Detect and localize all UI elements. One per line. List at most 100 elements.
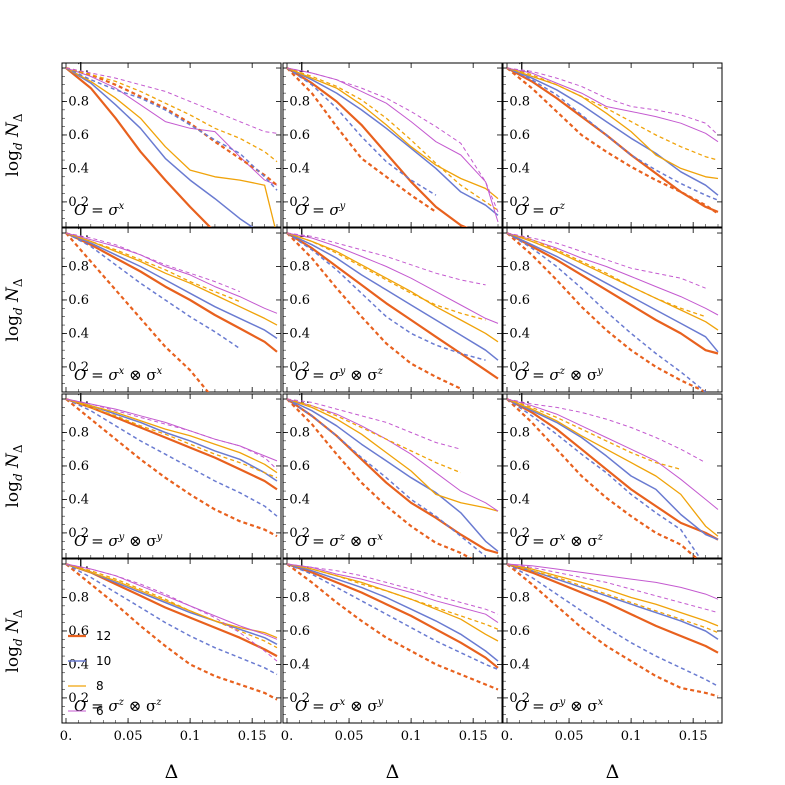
x-tick-label: 0.1 bbox=[401, 729, 422, 744]
y-tick-label: 0.4 bbox=[509, 326, 530, 341]
series-line-10-dashed bbox=[65, 563, 278, 676]
y-tick-label: 0.2 bbox=[509, 691, 530, 706]
legend-entry-6: 6 bbox=[68, 704, 104, 718]
series-line-12-solid bbox=[65, 562, 278, 658]
x-tick-label: 0.05 bbox=[555, 729, 584, 744]
series-line-6-dashed bbox=[65, 563, 278, 662]
series-line-6-solid bbox=[286, 232, 499, 324]
y-tick-label: 0.6 bbox=[509, 293, 530, 308]
series-line-12-solid bbox=[65, 67, 212, 227]
y-tick-label: 0.2 bbox=[289, 360, 310, 375]
series-line-6-solid bbox=[65, 67, 278, 186]
series-line-10-solid bbox=[65, 67, 254, 227]
panel-label: O = σy ⊗ σz bbox=[295, 366, 384, 384]
legend-label: 8 bbox=[96, 679, 104, 693]
y-tick-label: 0.8 bbox=[289, 259, 310, 274]
series-line-10-dashed bbox=[65, 67, 278, 191]
y-tick-label: 0.6 bbox=[68, 293, 89, 308]
series-line-6-solid bbox=[286, 398, 499, 512]
series-line-6-solid bbox=[65, 232, 278, 314]
y-tick-label: 0.8 bbox=[68, 259, 89, 274]
y-tick-label: 0.2 bbox=[289, 691, 310, 706]
y-tick-label: 0.2 bbox=[289, 526, 310, 541]
series-line-6-dashed bbox=[65, 398, 278, 470]
y-tick-label: 0.4 bbox=[289, 657, 310, 672]
series-line-12-dashed bbox=[506, 398, 698, 558]
series-line-12-solid bbox=[506, 398, 719, 541]
series-line-8-dashed bbox=[65, 232, 241, 303]
series-line-10-solid bbox=[65, 398, 278, 482]
series-line-10-dashed bbox=[286, 563, 499, 671]
panel-label: O = σz bbox=[515, 201, 566, 219]
series-line-6-dashed bbox=[506, 67, 719, 136]
series-line-8-solid bbox=[506, 67, 719, 180]
x-tick-label: 0. bbox=[501, 729, 513, 744]
series-line-12-dashed bbox=[286, 398, 473, 558]
series-line-10-dashed bbox=[286, 67, 437, 196]
series-line-12-solid bbox=[286, 562, 499, 669]
series-line-12-dashed bbox=[65, 66, 278, 187]
y-tick-label: 0.8 bbox=[68, 94, 89, 109]
series-line-8-solid bbox=[65, 232, 278, 326]
series-line-10-solid bbox=[65, 232, 278, 340]
series-line-8-solid bbox=[286, 67, 499, 200]
y-tick-label: 0.6 bbox=[509, 128, 530, 143]
series-line-10-dashed bbox=[286, 398, 487, 557]
series-line-6-dashed bbox=[506, 563, 719, 614]
series-line-6-dashed bbox=[286, 563, 499, 615]
y-tick-label: 0.8 bbox=[509, 94, 530, 109]
panel-frame bbox=[282, 227, 503, 393]
legend-label: 6 bbox=[96, 704, 104, 718]
y-tick-label: 0.6 bbox=[289, 128, 310, 143]
y-tick-label: 0.2 bbox=[68, 195, 89, 210]
series-line-8-dashed bbox=[286, 398, 462, 474]
y-tick-label: 0.8 bbox=[289, 590, 310, 605]
y-tick-label: 0.6 bbox=[289, 293, 310, 308]
y-tick-label: 0.4 bbox=[68, 161, 89, 176]
series-line-8-dashed bbox=[506, 563, 719, 634]
y-tick-label: 0.2 bbox=[509, 360, 530, 375]
series-line-10-solid bbox=[506, 563, 719, 640]
x-tick-label: 0.15 bbox=[238, 729, 267, 744]
series-line-10-dashed bbox=[286, 232, 486, 361]
panel-frame bbox=[282, 62, 503, 228]
y-tick-label: 0.8 bbox=[509, 425, 530, 440]
series-line-6-dashed bbox=[65, 67, 278, 134]
panel-8: 0.20.40.60.81.O = σz ⊗ σx bbox=[282, 392, 503, 559]
x-tick-label: 0. bbox=[281, 729, 293, 744]
legend-label: 10 bbox=[96, 654, 111, 668]
y-axis-label: logd NΔ bbox=[3, 113, 25, 177]
axis-labels: logd NΔ logd NΔ logd NΔ logd NΔ Δ Δ Δ bbox=[3, 113, 619, 783]
y-tick-label: 0.2 bbox=[509, 526, 530, 541]
y-tick-label: 0.4 bbox=[289, 326, 310, 341]
series-line-10-solid bbox=[65, 563, 278, 645]
y-tick-label: 0.6 bbox=[68, 459, 89, 474]
y-axis-label: logd NΔ bbox=[3, 278, 25, 342]
x-tick-label: 0.1 bbox=[621, 729, 642, 744]
series-line-8-solid bbox=[65, 398, 278, 474]
series-line-12-dashed bbox=[506, 232, 707, 392]
y-tick-label: 0.6 bbox=[289, 624, 310, 639]
y-tick-label: 0.4 bbox=[289, 492, 310, 507]
y-tick-label: 0.8 bbox=[68, 425, 89, 440]
panel-label: O = σy ⊗ σx bbox=[515, 697, 604, 715]
y-axis-label: logd NΔ bbox=[3, 444, 25, 508]
series-line-12-solid bbox=[65, 397, 278, 491]
series-line-10-solid bbox=[286, 398, 499, 552]
series-line-10-solid bbox=[286, 232, 499, 361]
y-tick-label: 0.4 bbox=[68, 492, 89, 507]
series-line-6-solid bbox=[506, 67, 719, 143]
panel-frame bbox=[502, 558, 723, 724]
series-line-12-solid bbox=[286, 67, 468, 227]
y-tick-label: 0.2 bbox=[289, 195, 310, 210]
legend-entry-10: 10 bbox=[68, 654, 111, 668]
x-tick-label: 0.15 bbox=[459, 729, 488, 744]
panel-frame bbox=[502, 393, 723, 559]
series-line-12-dashed bbox=[286, 232, 462, 390]
series-line-6-solid bbox=[286, 563, 499, 624]
x-tick-label: 0.15 bbox=[679, 729, 708, 744]
panel-12: 0.20.40.60.81.0. 0.05 0.1 0.15O = σy ⊗ σx bbox=[501, 557, 723, 744]
y-tick-label: 0.6 bbox=[509, 459, 530, 474]
panel-frame bbox=[282, 393, 503, 559]
